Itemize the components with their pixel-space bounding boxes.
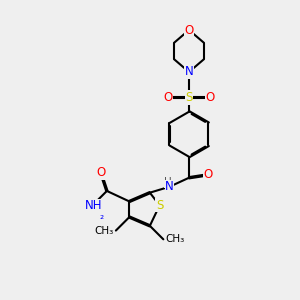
Text: O: O bbox=[96, 167, 106, 179]
Text: N: N bbox=[184, 65, 194, 79]
Text: CH₃: CH₃ bbox=[94, 226, 113, 236]
Text: O: O bbox=[204, 168, 213, 181]
Text: S: S bbox=[185, 91, 193, 104]
Text: O: O bbox=[184, 23, 194, 37]
Text: N: N bbox=[165, 180, 174, 193]
Text: O: O bbox=[206, 91, 214, 104]
Text: CH₃: CH₃ bbox=[166, 234, 185, 244]
Text: S: S bbox=[156, 199, 163, 212]
Text: NH: NH bbox=[85, 200, 102, 212]
Text: ₂: ₂ bbox=[100, 211, 104, 221]
Text: H: H bbox=[164, 177, 172, 187]
Text: O: O bbox=[164, 91, 172, 104]
